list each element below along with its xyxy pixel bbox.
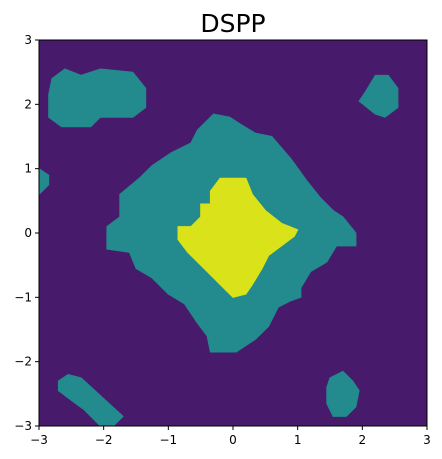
x-tick-label: −2 (95, 433, 113, 447)
chart-title: DSPP (200, 9, 265, 38)
y-tick-label: −2 (14, 355, 32, 369)
contour-regions (39, 68, 399, 426)
x-tick-label: 2 (359, 433, 367, 447)
y-tick-label: 3 (24, 33, 32, 47)
y-tick-label: 1 (24, 162, 32, 176)
y-tick-label: 0 (24, 226, 32, 240)
contour-region-level-1-0 (48, 68, 147, 128)
contour-region-level-1-4 (57, 373, 124, 426)
y-tick-label: −3 (14, 419, 32, 433)
contour-region-level-1-5 (326, 370, 360, 417)
x-tick-label: 1 (294, 433, 302, 447)
y-tick-label: 2 (24, 97, 32, 111)
contour-region-level-1-1 (358, 74, 399, 118)
x-tick-label: 3 (423, 433, 431, 447)
x-tick-label: 0 (229, 433, 237, 447)
y-tick-label: −1 (14, 290, 32, 304)
y-axis: −3 −2 −1 0 1 2 3 (14, 33, 39, 433)
x-tick-label: −3 (30, 433, 48, 447)
x-axis: −3 −2 −1 0 1 2 3 (30, 426, 431, 447)
x-tick-label: −1 (159, 433, 177, 447)
contour-region-level-2-6 (177, 177, 299, 298)
contour-region-level-1-2 (39, 168, 50, 196)
